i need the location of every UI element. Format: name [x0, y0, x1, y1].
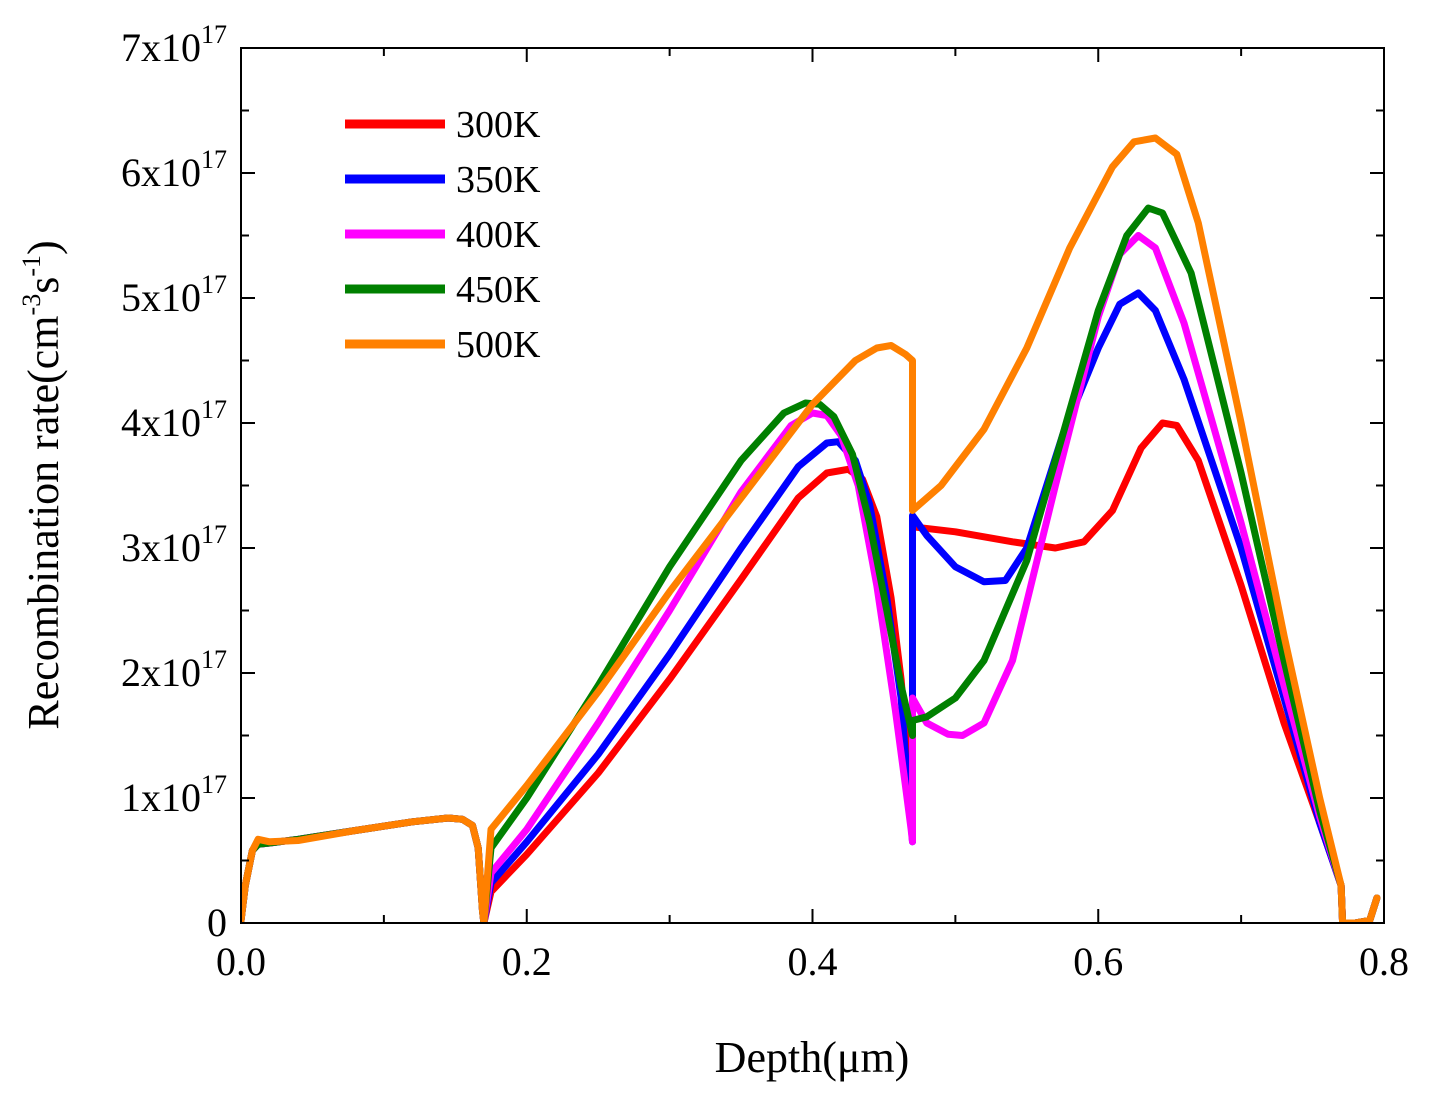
- y-tick-label-exp: 17: [201, 145, 227, 174]
- y-tick-label: 6x1017: [121, 145, 227, 195]
- series-line-300k: [241, 419, 1381, 923]
- legend-label-350k: 350K: [456, 159, 541, 201]
- series-line-450k: [241, 204, 1381, 923]
- y-axis-title: Recombination rate(cm-3s-1): [17, 240, 68, 729]
- legend-label-450k: 450K: [456, 269, 541, 311]
- y-tick-label-base: 2x10: [121, 650, 201, 695]
- y-tick-label-exp: 17: [201, 645, 227, 674]
- legend-label-400k: 400K: [456, 214, 541, 256]
- y-tick-label-exp: 17: [201, 395, 227, 424]
- ticks-layer: 0.0 0.2 0.4 0.6 0.801x10172x10173x10174x1017…: [121, 20, 1409, 984]
- y-tick-label-base: 5x10: [121, 275, 201, 320]
- y-tick-label: 3x1017: [121, 520, 227, 570]
- y-axis-title-main: Recombination rate(cm: [19, 315, 68, 729]
- y-axis-title-close: ): [19, 240, 68, 255]
- y-tick-label-base: 4x10: [121, 400, 201, 445]
- y-tick-label: 0: [207, 900, 227, 945]
- legend-label-500k: 500K: [456, 324, 541, 366]
- x-tick-label: 0.2: [502, 939, 552, 984]
- y-tick-label: 7x1017: [121, 20, 227, 70]
- series-line-500k: [241, 134, 1381, 923]
- y-tick-label-exp: 17: [201, 520, 227, 549]
- x-tick-label: 0.8: [1359, 939, 1409, 984]
- legend: 300K 350K 400K 450K 500K: [345, 104, 541, 366]
- x-tick-label: 0.0: [216, 939, 266, 984]
- y-tick-label-base: 6x10: [121, 150, 201, 195]
- series-line-350k: [241, 289, 1381, 923]
- y-tick-label: 4x1017: [121, 395, 227, 445]
- y-axis-title-exp1: -3: [17, 294, 46, 316]
- series-layer: [241, 134, 1381, 923]
- legend-label-300k: 300K: [456, 104, 541, 146]
- y-tick-label-base: 0: [207, 900, 227, 945]
- x-axis-title: Depth(μm): [715, 1033, 910, 1082]
- y-tick-label-exp: 17: [201, 20, 227, 49]
- y-tick-label-base: 1x10: [121, 775, 201, 820]
- y-axis-title-exp2: -1: [17, 255, 46, 277]
- y-axis-title-s: s: [19, 277, 68, 294]
- y-tick-label: 1x1017: [121, 770, 227, 820]
- y-tick-label: 5x1017: [121, 270, 227, 320]
- x-tick-label: 0.4: [788, 939, 838, 984]
- y-tick-label-base: 3x10: [121, 525, 201, 570]
- y-tick-label-exp: 17: [201, 770, 227, 799]
- y-tick-label-exp: 17: [201, 270, 227, 299]
- y-tick-label: 2x1017: [121, 645, 227, 695]
- y-tick-label-base: 7x10: [121, 25, 201, 70]
- x-tick-label: 0.6: [1073, 939, 1123, 984]
